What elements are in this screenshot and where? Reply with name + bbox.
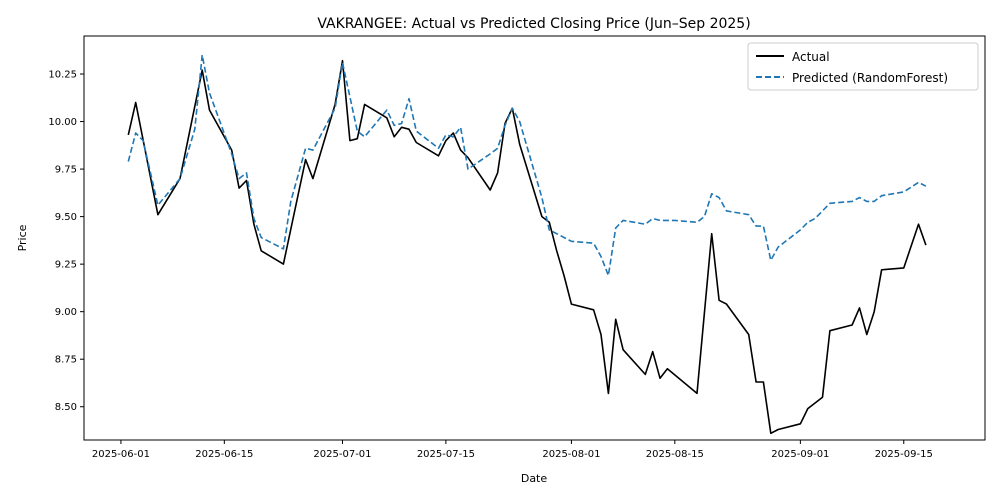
x-tick-label: 2025-08-01 xyxy=(542,449,600,460)
x-tick-label: 2025-06-01 xyxy=(92,449,150,460)
x-axis-label: Date xyxy=(521,472,548,485)
y-axis-label: Price xyxy=(16,224,29,251)
series-line-actual xyxy=(127,59,927,435)
y-tick-label: 8.75 xyxy=(55,355,77,366)
y-axis: 8.50 8.75 9.00 9.25 9.50 9.75 10.00 10.25 xyxy=(48,70,84,413)
x-axis: 2025-06-01 2025-06-15 2025-07-01 2025-07-15… xyxy=(92,440,933,460)
x-tick-label: 2025-07-01 xyxy=(313,449,371,460)
x-tick-label: 2025-06-15 xyxy=(195,449,253,460)
x-tick-label: 2025-08-15 xyxy=(646,449,704,460)
plot-area xyxy=(83,35,986,441)
y-tick-label: 9.75 xyxy=(55,165,77,176)
legend-box xyxy=(747,42,979,91)
y-tick-label: 9.00 xyxy=(55,307,77,318)
y-tick-label: 10.25 xyxy=(48,70,77,81)
legend: Actual Predicted (RandomForest) xyxy=(747,42,979,91)
y-tick-label: 9.50 xyxy=(55,212,77,223)
chart-title: VAKRANGEE: Actual vs Predicted Closing P… xyxy=(317,16,750,32)
y-tick-label: 10.00 xyxy=(48,117,77,128)
x-tick-label: 2025-09-01 xyxy=(771,449,829,460)
plot-frame xyxy=(83,35,986,441)
series-layer xyxy=(127,54,927,435)
x-tick-label: 2025-07-15 xyxy=(417,449,475,460)
legend-predicted-label: Predicted (RandomForest) xyxy=(792,71,948,85)
y-tick-label: 9.25 xyxy=(55,260,77,271)
y-tick-label: 8.50 xyxy=(55,402,77,413)
x-tick-label: 2025-09-15 xyxy=(875,449,933,460)
series-line-predicted xyxy=(127,54,927,277)
legend-actual-label: Actual xyxy=(792,50,830,64)
